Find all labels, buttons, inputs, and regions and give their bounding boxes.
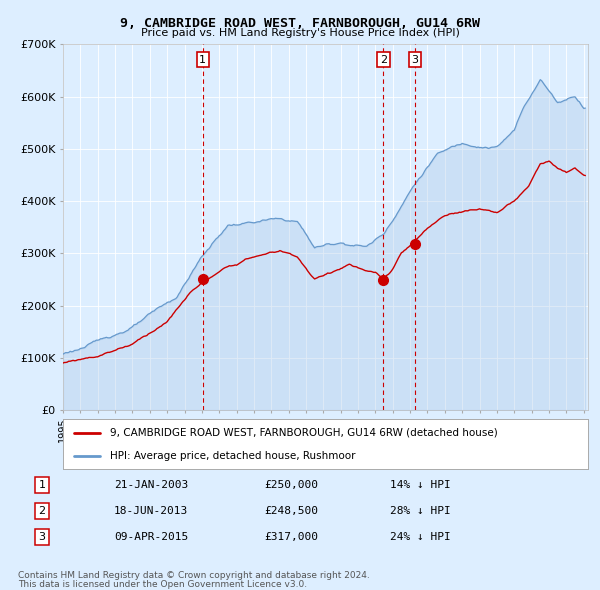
Text: 2: 2 (38, 506, 46, 516)
Text: £248,500: £248,500 (264, 506, 318, 516)
Text: 9, CAMBRIDGE ROAD WEST, FARNBOROUGH, GU14 6RW: 9, CAMBRIDGE ROAD WEST, FARNBOROUGH, GU1… (120, 17, 480, 30)
Text: 24% ↓ HPI: 24% ↓ HPI (390, 532, 451, 542)
Text: 1: 1 (38, 480, 46, 490)
Text: Contains HM Land Registry data © Crown copyright and database right 2024.: Contains HM Land Registry data © Crown c… (18, 571, 370, 580)
Text: £250,000: £250,000 (264, 480, 318, 490)
Text: Price paid vs. HM Land Registry's House Price Index (HPI): Price paid vs. HM Land Registry's House … (140, 28, 460, 38)
Text: 09-APR-2015: 09-APR-2015 (114, 532, 188, 542)
Text: 2: 2 (380, 55, 387, 65)
Text: 14% ↓ HPI: 14% ↓ HPI (390, 480, 451, 490)
Text: 21-JAN-2003: 21-JAN-2003 (114, 480, 188, 490)
Text: 28% ↓ HPI: 28% ↓ HPI (390, 506, 451, 516)
Text: 3: 3 (411, 55, 418, 65)
Text: 9, CAMBRIDGE ROAD WEST, FARNBOROUGH, GU14 6RW (detached house): 9, CAMBRIDGE ROAD WEST, FARNBOROUGH, GU1… (110, 428, 498, 438)
Text: £317,000: £317,000 (264, 532, 318, 542)
Text: 1: 1 (199, 55, 206, 65)
Text: HPI: Average price, detached house, Rushmoor: HPI: Average price, detached house, Rush… (110, 451, 356, 461)
Text: This data is licensed under the Open Government Licence v3.0.: This data is licensed under the Open Gov… (18, 579, 307, 589)
Text: 3: 3 (38, 532, 46, 542)
Text: 18-JUN-2013: 18-JUN-2013 (114, 506, 188, 516)
